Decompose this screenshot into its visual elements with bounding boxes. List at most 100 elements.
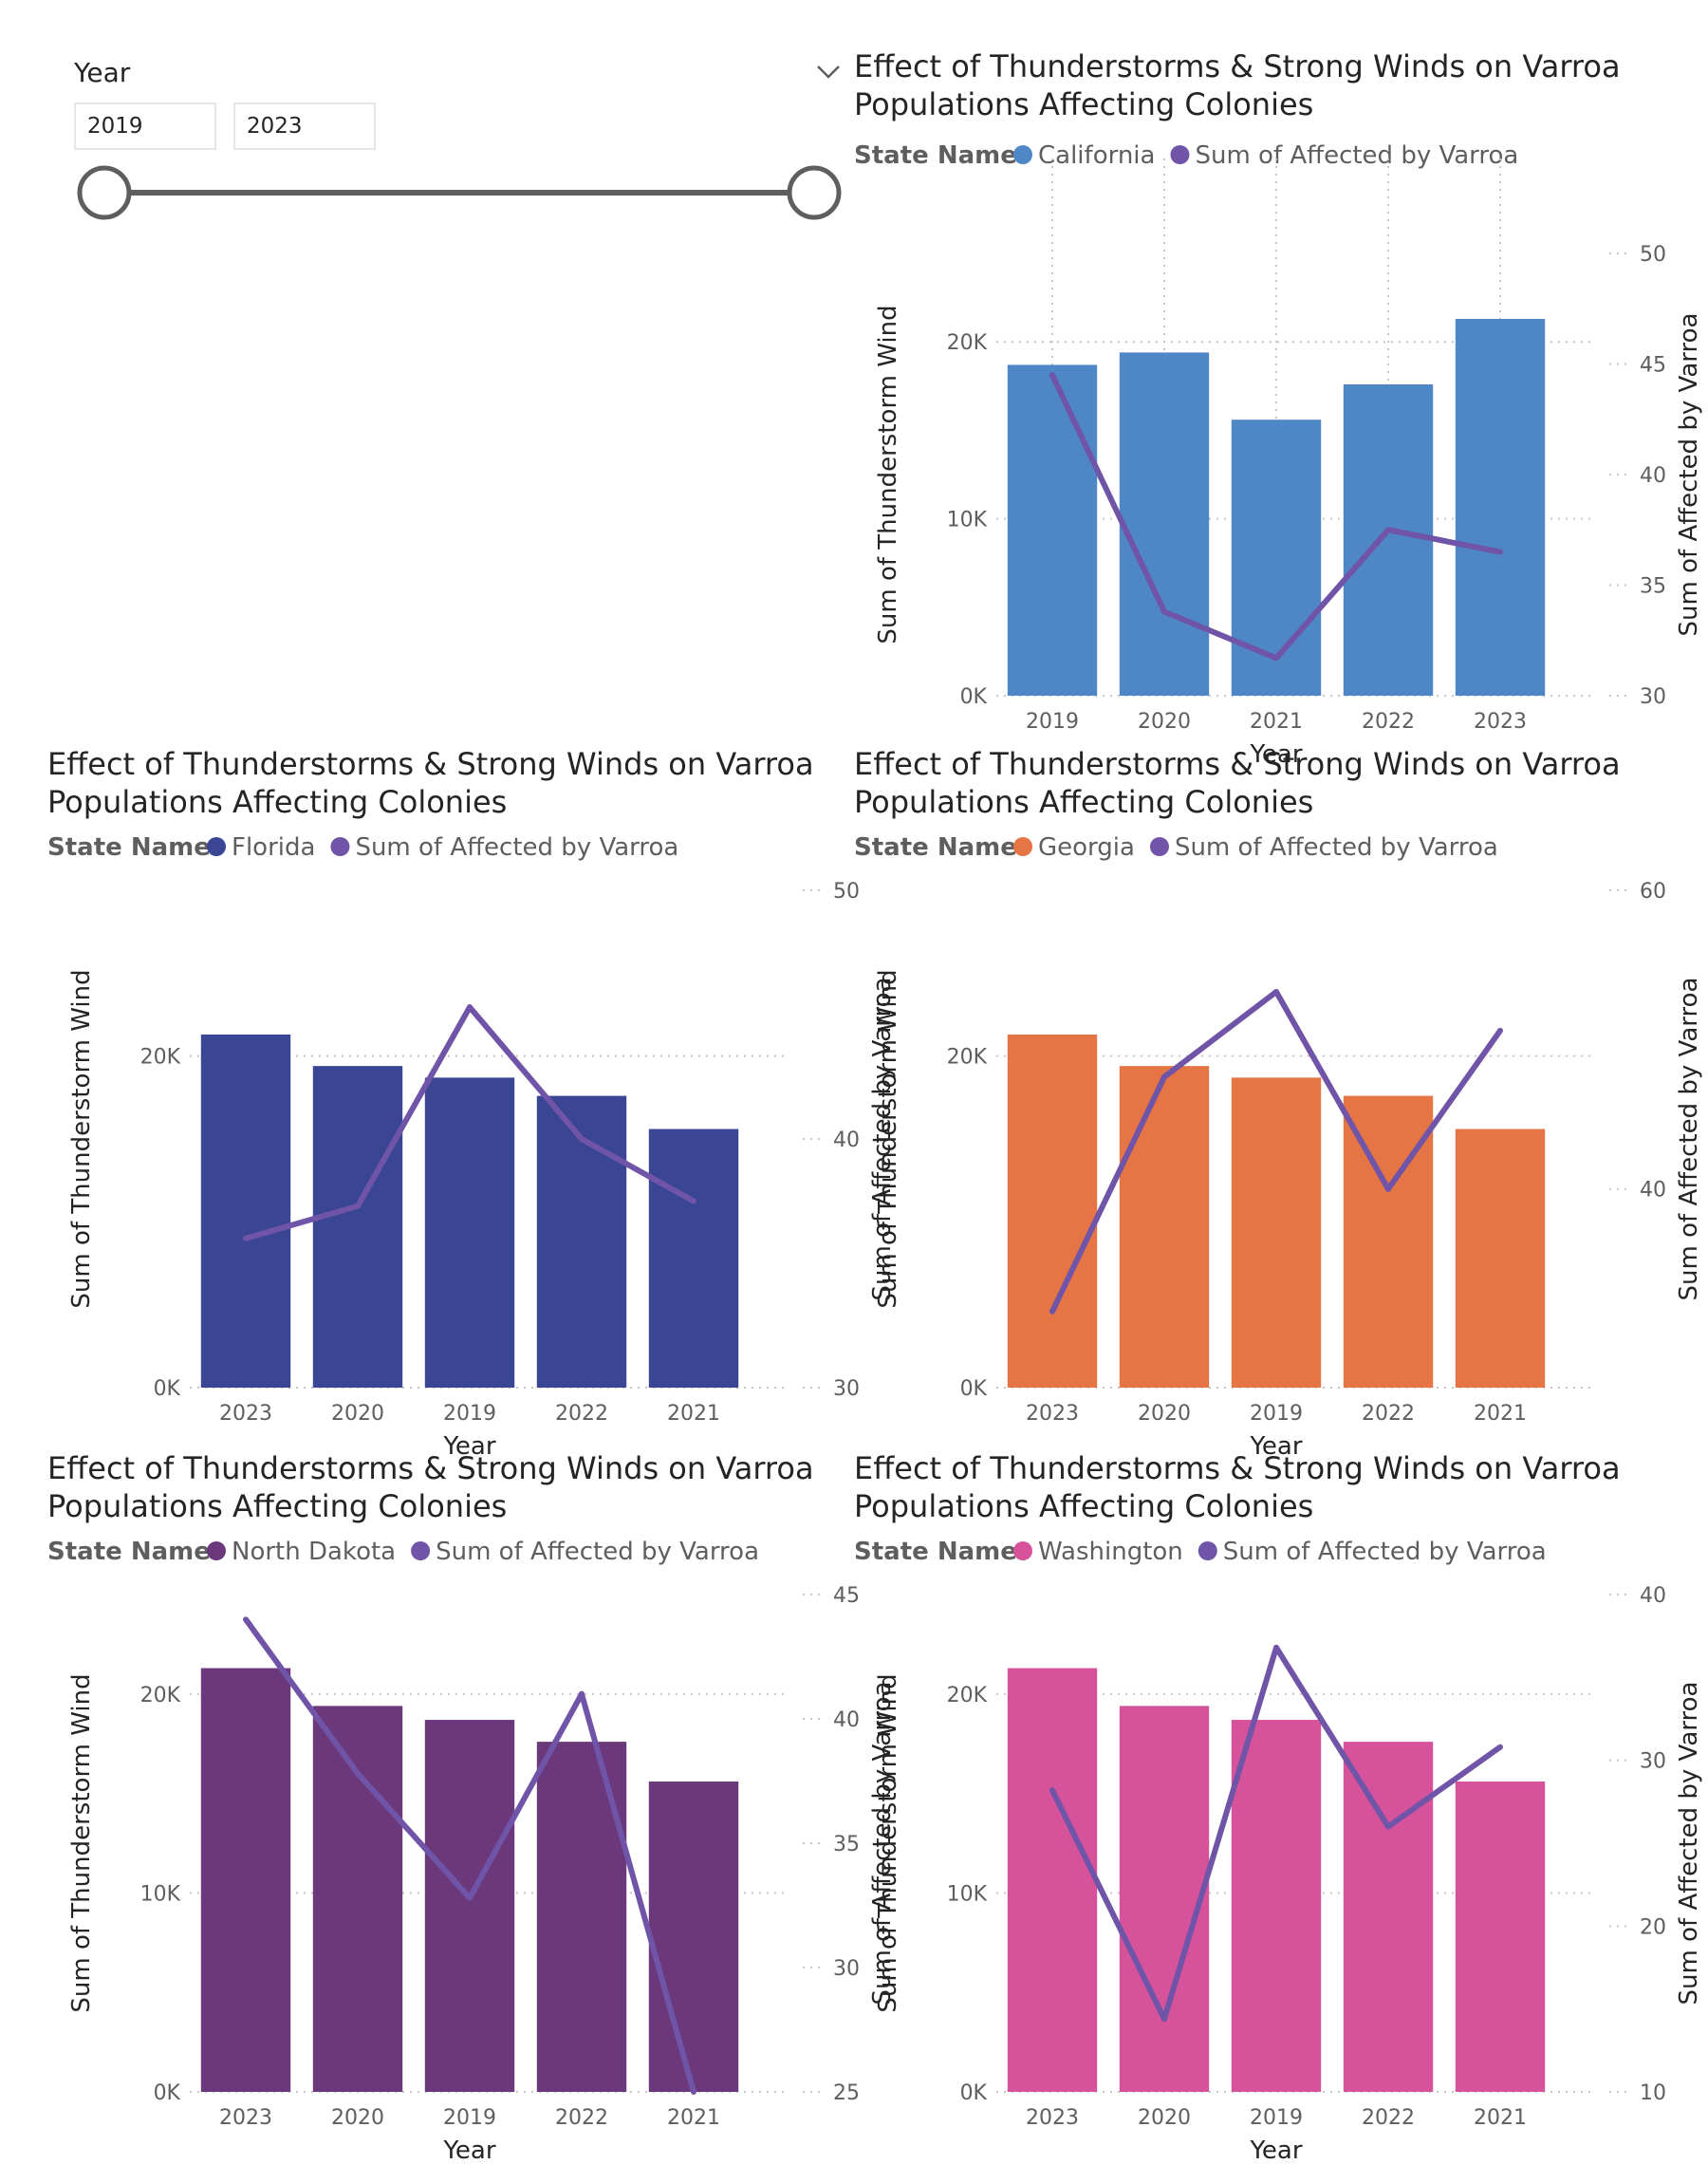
line-point-2019[interactable] xyxy=(1273,989,1279,996)
y-right-axis-title: Sum of Affected by Varroa xyxy=(1675,1682,1703,2006)
bar-2021[interactable] xyxy=(1231,420,1322,696)
y-right-tick-label: 10 xyxy=(1640,2081,1666,2105)
line-point-2022[interactable] xyxy=(1385,527,1391,533)
bar-2023[interactable] xyxy=(1007,1668,1098,2092)
bar-2020[interactable] xyxy=(1119,352,1210,696)
bar-2020[interactable] xyxy=(1119,1066,1210,1388)
y-right-axis-title: Sum of Affected by Varroa xyxy=(868,978,897,1301)
bar-2019[interactable] xyxy=(1231,1720,1322,2092)
bar-2023[interactable] xyxy=(1455,318,1546,696)
x-tick-label: 2023 xyxy=(219,2106,272,2130)
bar-2022[interactable] xyxy=(1343,1742,1434,2092)
bar-2020[interactable] xyxy=(312,1066,403,1388)
line-point-2019[interactable] xyxy=(467,1894,473,1901)
chart-florida: Effect of Thunderstorms & Strong Winds o… xyxy=(47,740,897,1461)
line-point-2020[interactable] xyxy=(355,1203,361,1209)
slider-end-handle[interactable] xyxy=(787,165,842,220)
bar-2021[interactable] xyxy=(1455,1129,1546,1388)
x-tick-label: 2019 xyxy=(1250,1402,1303,1426)
y-left-tick-label: 10K xyxy=(947,1882,988,1906)
end-year-input[interactable]: 2023 xyxy=(233,103,376,150)
bar-2022[interactable] xyxy=(536,1095,627,1388)
y-left-tick-label: 0K xyxy=(154,1377,181,1401)
line-point-2022[interactable] xyxy=(1385,1185,1391,1192)
x-tick-label: 2019 xyxy=(443,2106,496,2130)
line-point-2022[interactable] xyxy=(579,1136,585,1142)
bar-2020[interactable] xyxy=(1119,1706,1210,2092)
line-point-2022[interactable] xyxy=(1385,1823,1391,1830)
line-point-2021[interactable] xyxy=(691,2089,696,2095)
line-point-2019[interactable] xyxy=(467,1004,473,1011)
bar-2023[interactable] xyxy=(1007,1034,1098,1388)
bar-2019[interactable] xyxy=(424,1720,515,2092)
y-right-tick-label: 35 xyxy=(833,1833,860,1856)
legend-line-swatch xyxy=(411,1541,431,1560)
legend-bar-series: North Dakota xyxy=(232,1538,396,1566)
bar-2022[interactable] xyxy=(1343,383,1434,696)
legend-line-swatch xyxy=(330,837,350,856)
bar-2019[interactable] xyxy=(424,1077,515,1388)
y-right-tick-label: 50 xyxy=(833,880,860,904)
start-year-input[interactable]: 2019 xyxy=(74,103,216,150)
bar-2019[interactable] xyxy=(1231,1077,1322,1388)
line-point-2023[interactable] xyxy=(1049,1308,1055,1315)
legend-line-series: Sum of Affected by Varroa xyxy=(355,833,678,862)
legend-title: State Name xyxy=(854,141,1017,170)
y-right-tick-label: 45 xyxy=(1640,354,1666,378)
line-point-2019[interactable] xyxy=(1049,372,1055,379)
bar-2020[interactable] xyxy=(312,1706,403,2092)
chart-svg: Effect of Thunderstorms & Strong Winds o… xyxy=(47,1450,897,2165)
bar-2022[interactable] xyxy=(1343,1095,1434,1388)
line-point-2020[interactable] xyxy=(1161,1073,1167,1080)
y-left-tick-label: 10K xyxy=(947,509,988,532)
line-point-2020[interactable] xyxy=(355,1770,361,1777)
line-point-2023[interactable] xyxy=(243,1235,249,1241)
bar-2023[interactable] xyxy=(200,1034,291,1388)
legend-bar-swatch xyxy=(1013,1541,1032,1560)
slicer-title: Year xyxy=(74,57,131,88)
y-right-tick-label: 40 xyxy=(1640,1584,1666,1608)
x-axis-title: Year xyxy=(1249,1432,1302,1461)
line-point-2021[interactable] xyxy=(691,1198,696,1204)
y-right-tick-label: 40 xyxy=(1640,1179,1666,1203)
legend-line-series: Sum of Affected by Varroa xyxy=(1223,1538,1547,1566)
x-tick-label: 2022 xyxy=(555,2106,608,2130)
line-point-2023[interactable] xyxy=(243,1616,249,1623)
chart-title-line2: Populations Affecting Colonies xyxy=(47,784,507,820)
chevron-down-icon[interactable] xyxy=(812,55,845,87)
y-right-tick-label: 20 xyxy=(1640,1915,1666,1939)
line-point-2022[interactable] xyxy=(579,1690,585,1697)
x-tick-label: 2020 xyxy=(331,2106,384,2130)
slider-start-handle[interactable] xyxy=(77,165,132,220)
line-point-2020[interactable] xyxy=(1161,608,1167,615)
line-point-2023[interactable] xyxy=(1497,549,1503,555)
x-tick-label: 2021 xyxy=(1474,2106,1527,2130)
line-point-2019[interactable] xyxy=(1273,1644,1279,1651)
line-point-2021[interactable] xyxy=(1273,655,1279,662)
y-left-tick-label: 0K xyxy=(960,685,988,709)
bar-2021[interactable] xyxy=(648,1129,739,1388)
bar-2019[interactable] xyxy=(1007,364,1098,696)
chart-title-line1: Effect of Thunderstorms & Strong Winds o… xyxy=(854,48,1621,84)
line-point-2023[interactable] xyxy=(1049,1787,1055,1794)
year-range-slider[interactable] xyxy=(57,159,854,226)
bar-2022[interactable] xyxy=(536,1742,627,2092)
bar-2021[interactable] xyxy=(648,1782,739,2092)
chart-svg: Effect of Thunderstorms & Strong Winds o… xyxy=(47,746,897,1461)
y-right-tick-label: 30 xyxy=(1640,685,1666,709)
line-point-2021[interactable] xyxy=(1497,1027,1503,1034)
x-axis-title: Year xyxy=(442,1432,495,1461)
x-tick-label: 2020 xyxy=(1138,1402,1191,1426)
bar-2023[interactable] xyxy=(200,1668,291,2092)
chart-svg: Effect of Thunderstorms & Strong Winds o… xyxy=(854,48,1703,769)
x-tick-label: 2022 xyxy=(1362,710,1415,734)
legend-title: State Name xyxy=(854,833,1017,862)
x-tick-label: 2023 xyxy=(219,1402,272,1426)
x-tick-label: 2019 xyxy=(1026,710,1079,734)
y-left-tick-label: 20K xyxy=(947,1046,988,1070)
chart-title-line1: Effect of Thunderstorms & Strong Winds o… xyxy=(854,1450,1621,1486)
bar-2021[interactable] xyxy=(1455,1782,1546,2092)
y-right-tick-label: 45 xyxy=(833,1584,860,1608)
line-point-2021[interactable] xyxy=(1497,1744,1503,1750)
line-point-2020[interactable] xyxy=(1161,2016,1167,2023)
